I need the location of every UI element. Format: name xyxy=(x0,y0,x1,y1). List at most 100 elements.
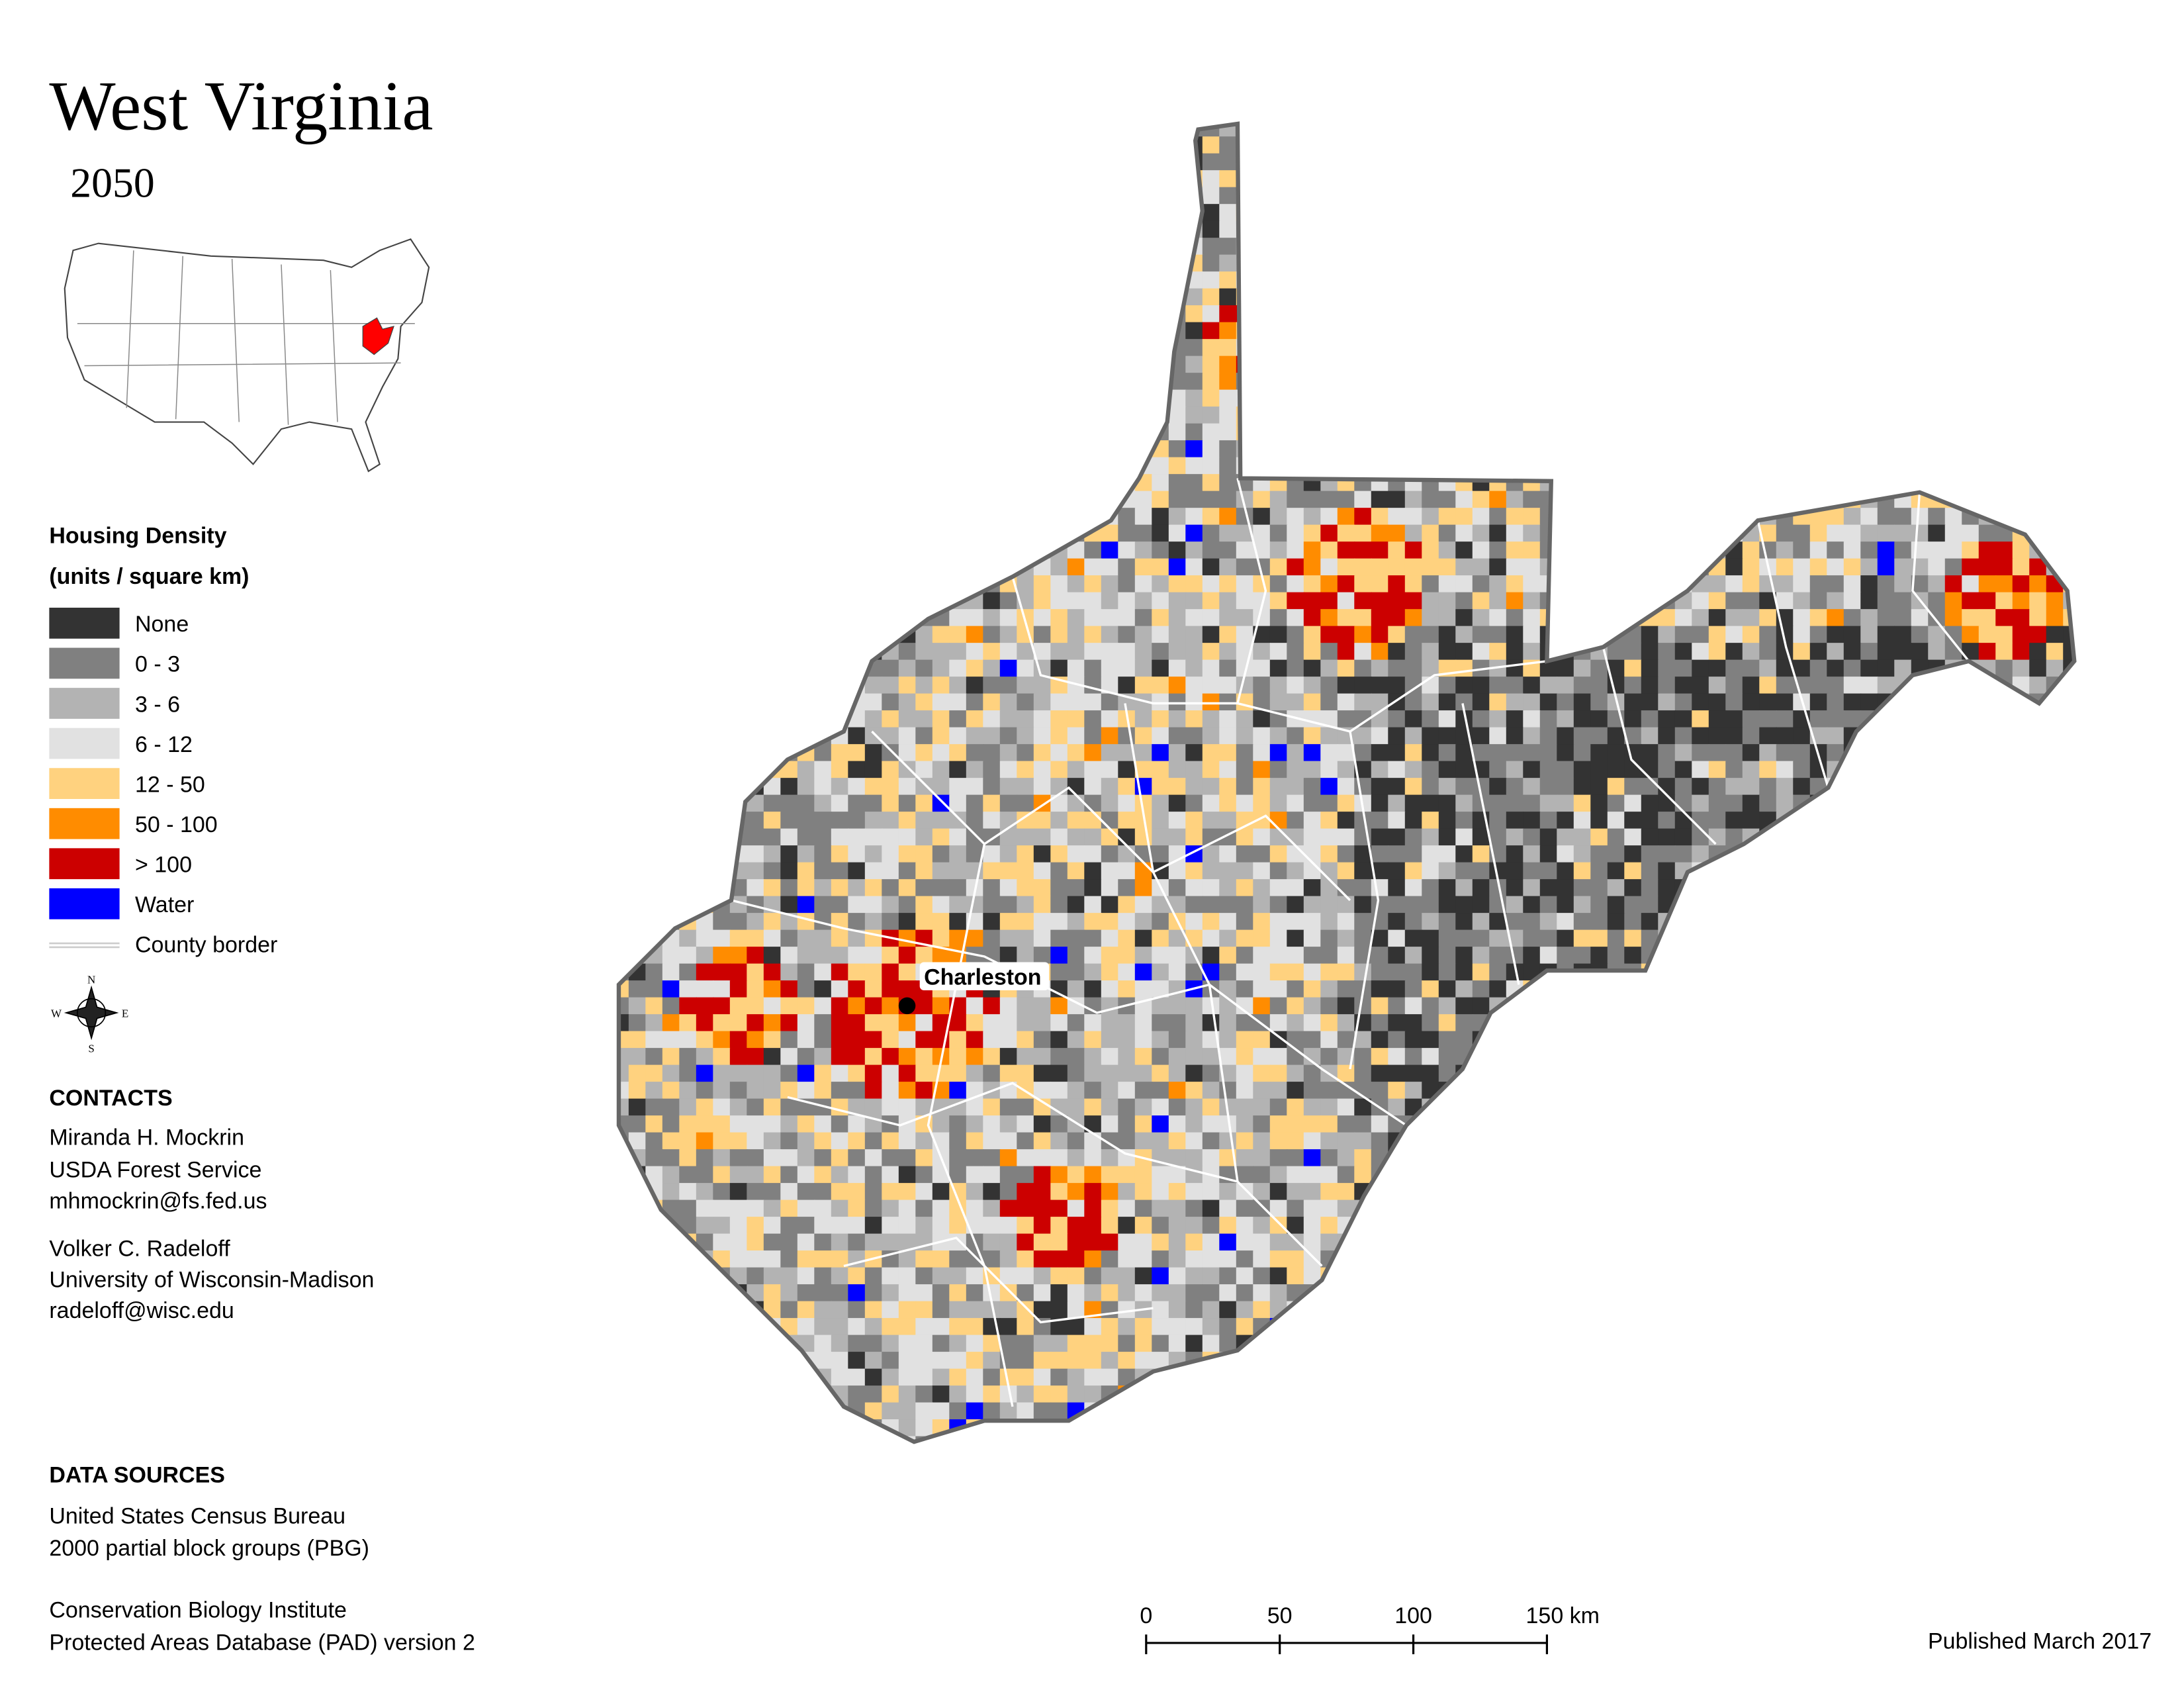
density-cell xyxy=(1995,659,2013,678)
density-cell xyxy=(1674,491,1693,509)
density-cell xyxy=(1320,491,1338,509)
density-cell xyxy=(1877,997,1895,1015)
density-cell xyxy=(1573,558,1592,577)
density-cell xyxy=(618,643,629,661)
density-cell xyxy=(848,778,866,796)
density-cell xyxy=(1708,508,1727,526)
density-cell xyxy=(1118,457,1136,475)
density-cell xyxy=(1911,643,1929,661)
density-cell xyxy=(645,1031,663,1049)
legend-swatch xyxy=(49,688,120,719)
density-cell xyxy=(1742,609,1760,627)
density-cell xyxy=(1489,609,1507,627)
density-cell xyxy=(1523,541,1541,559)
density-cell xyxy=(1236,947,1254,964)
density-cell xyxy=(2029,305,2047,323)
density-cell xyxy=(1776,575,1794,593)
density-cell xyxy=(1202,440,1220,458)
density-cell xyxy=(1118,896,1136,914)
density-cell xyxy=(1422,541,1439,559)
density-cell xyxy=(1017,187,1034,205)
density-cell xyxy=(1725,997,1743,1015)
density-cell xyxy=(2046,710,2064,728)
density-cell xyxy=(713,609,731,627)
density-cell xyxy=(1539,1048,1558,1066)
density-cell xyxy=(1472,626,1490,644)
density-cell xyxy=(1422,744,1439,762)
density-cell xyxy=(1489,288,1507,306)
density-cell xyxy=(1557,508,1574,526)
density-cell xyxy=(1489,508,1507,526)
density-cell xyxy=(1506,896,1524,914)
density-cell xyxy=(747,845,764,863)
density-cell xyxy=(1641,626,1659,644)
density-cell xyxy=(1793,558,1811,577)
density-cell xyxy=(999,677,1018,694)
density-cell xyxy=(1877,575,1895,593)
density-cell xyxy=(1404,963,1423,982)
density-cell xyxy=(915,373,933,391)
density-cell xyxy=(1253,828,1271,847)
density-cell xyxy=(780,812,798,829)
density-cell xyxy=(1118,828,1136,847)
density-cell xyxy=(2046,744,2064,762)
density-cell xyxy=(1168,474,1187,492)
density-cell xyxy=(1320,1014,1338,1032)
density-cell xyxy=(1017,896,1034,914)
density-cell xyxy=(1658,693,1676,712)
density-cell xyxy=(1573,508,1592,526)
density-cell xyxy=(1641,677,1659,694)
density-cell xyxy=(1692,929,1709,948)
density-cell xyxy=(1809,524,1828,543)
density-cell xyxy=(983,929,1001,948)
density-cell xyxy=(763,879,782,897)
density-cell xyxy=(1877,288,1895,306)
density-cell xyxy=(1168,812,1187,829)
density-cell xyxy=(1422,423,1439,442)
density-cell xyxy=(915,677,933,694)
density-cell xyxy=(1995,124,2013,138)
density-cell xyxy=(1725,288,1743,306)
density-cell xyxy=(1557,423,1574,442)
density-cell xyxy=(1017,659,1034,678)
density-cell xyxy=(696,305,714,323)
density-cell xyxy=(1557,204,1574,222)
density-cell xyxy=(1320,744,1338,762)
density-cell xyxy=(662,254,680,273)
density-cell xyxy=(628,457,647,475)
density-cell xyxy=(1050,812,1068,829)
density-cell xyxy=(1388,913,1406,931)
published-note: Published March 2017 xyxy=(1928,1628,2152,1654)
density-cell xyxy=(1928,727,1946,745)
density-cell xyxy=(1168,406,1187,424)
density-cell xyxy=(1995,440,2013,458)
density-cell xyxy=(1557,761,1574,779)
density-cell xyxy=(1557,896,1574,914)
density-cell xyxy=(747,124,764,138)
density-cell xyxy=(1303,238,1322,256)
density-cell xyxy=(763,271,782,289)
density-cell xyxy=(1523,997,1541,1015)
density-cell xyxy=(1776,339,1794,357)
density-cell xyxy=(1624,153,1642,171)
density-cell xyxy=(1101,643,1119,661)
density-cell xyxy=(1877,896,1895,914)
density-cell xyxy=(1877,220,1895,239)
density-cell xyxy=(1219,322,1237,340)
density-cell xyxy=(1759,710,1777,728)
density-cell xyxy=(645,845,663,863)
density-cell xyxy=(662,626,680,644)
density-cell xyxy=(1523,794,1541,813)
density-cell xyxy=(1287,524,1304,543)
density-cell xyxy=(932,373,950,391)
density-cell xyxy=(2046,761,2064,779)
density-cell xyxy=(966,389,984,408)
density-cell xyxy=(898,541,917,559)
density-cell xyxy=(983,778,1001,796)
density-cell xyxy=(1050,124,1068,138)
legend-label: 50 - 100 xyxy=(135,812,218,837)
density-cell xyxy=(1388,423,1406,442)
density-cell xyxy=(831,794,849,813)
density-cell xyxy=(628,220,647,239)
density-cell xyxy=(1809,355,1828,374)
